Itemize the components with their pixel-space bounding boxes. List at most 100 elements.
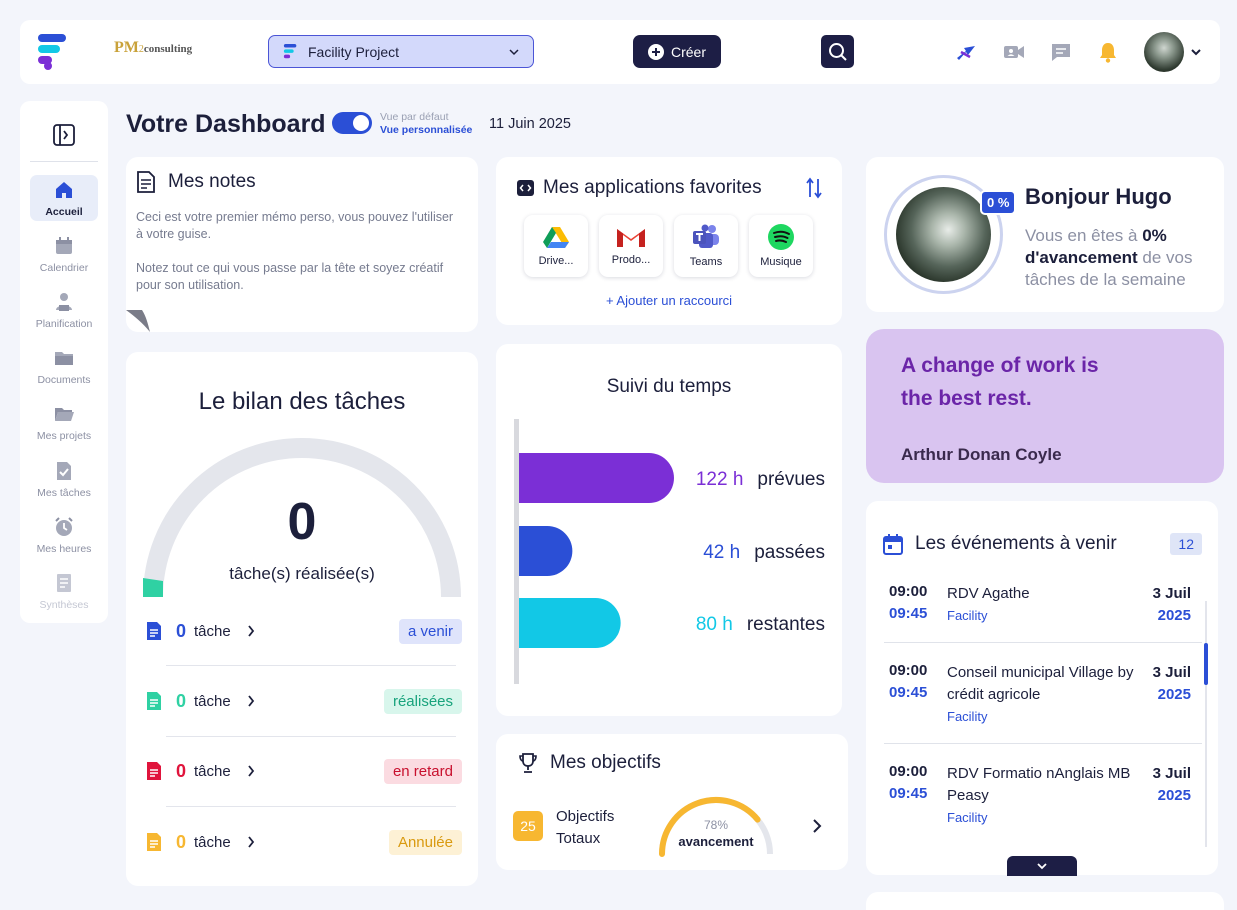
- greeting: Bonjour Hugo: [1025, 184, 1172, 209]
- chevron-down-icon[interactable]: [1190, 47, 1202, 57]
- search-button[interactable]: [821, 35, 854, 68]
- sidebar-item-accueil[interactable]: Accueil: [30, 175, 98, 221]
- quote-card: A change of work is the best rest. Arthu…: [866, 329, 1224, 483]
- upcoming-events-card: Les événements à venir 12 09:00 09:45 RD…: [866, 501, 1218, 876]
- progress-text-part: de vos tâches de la semaine: [1025, 248, 1193, 289]
- app-shortcut-drive[interactable]: Drive...: [524, 215, 588, 277]
- event-tag: Facility: [947, 709, 988, 724]
- profile-avatar: [896, 187, 991, 282]
- view-toggle[interactable]: [332, 112, 372, 134]
- sidebar-item-label: Calendrier: [39, 262, 89, 274]
- time-bar-passées: [519, 526, 573, 576]
- notes-title: Mes notes: [136, 171, 256, 193]
- events-scrollbar-thumb[interactable]: [1204, 643, 1208, 685]
- event-item[interactable]: 09:00 09:45 RDV Agathe Facility 3 Juil 20…: [889, 583, 1191, 633]
- task-summary-card: Le bilan des tâches 0 tâche(s) réalisée(…: [126, 352, 478, 886]
- calendar-icon: [883, 534, 903, 555]
- add-shortcut-link[interactable]: + Ajouter un raccourci: [605, 293, 733, 308]
- quote-author: Arthur Donan Coyle: [901, 445, 1062, 464]
- progress-text-bold: 0% d'avancement: [1025, 226, 1167, 267]
- events-expand-button[interactable]: [1007, 856, 1077, 876]
- sidebar-item-label: Synthèses: [39, 599, 89, 611]
- app-shortcut-spotify[interactable]: Musique: [749, 215, 813, 277]
- time-bar-restantes: [519, 598, 621, 648]
- task-row-done[interactable]: 0 tâche réalisées: [146, 683, 462, 719]
- objectives-total-badge: 25: [513, 811, 543, 841]
- chart-axis: [514, 419, 519, 684]
- task-count: 0: [176, 690, 187, 711]
- notes-paragraph: Ceci est votre premier mémo perso, vous …: [136, 210, 454, 241]
- gauge-start-cap: [143, 578, 163, 597]
- sidebar-item-mes-heures[interactable]: Mes heures: [30, 512, 98, 558]
- sidebar-item-calendrier[interactable]: Calendrier: [30, 231, 98, 277]
- progress-text: Vous en êtes à 0% d'avancement de vos tâ…: [1025, 225, 1220, 291]
- gmail-icon: [617, 229, 645, 247]
- sidebar-item-label: Planification: [35, 318, 93, 330]
- page-title: Votre Dashboard: [126, 110, 326, 138]
- task-document-icon: [147, 762, 161, 780]
- create-button[interactable]: Créer: [633, 35, 721, 68]
- task-row-late[interactable]: 0 tâche en retard: [146, 753, 462, 789]
- plus-circle-icon: [647, 43, 664, 60]
- objectives-label-line: Totaux: [556, 830, 601, 847]
- notes-title-text: Mes notes: [168, 171, 256, 192]
- user-avatar[interactable]: [1144, 32, 1184, 72]
- app-shortcut-teams[interactable]: Teams: [674, 215, 738, 277]
- sidebar-item-label: Mes projets: [36, 430, 92, 442]
- divider: [166, 736, 456, 737]
- sidebar-item-mes-projets[interactable]: Mes projets: [30, 399, 98, 445]
- task-row-upcoming[interactable]: 0 tâche a venir: [146, 613, 462, 649]
- event-title: RDV Agathe: [947, 585, 1030, 602]
- project-select[interactable]: Facility Project: [268, 35, 534, 68]
- sidebar-item-syntheses[interactable]: Synthèses: [30, 568, 98, 614]
- chevron-right-icon: [248, 695, 254, 707]
- time-bar-category-label: prévues: [757, 469, 825, 490]
- time-tracking-chart: prévues 122 h passées 42 h restantes 80 h: [514, 419, 825, 684]
- trophy-icon: [519, 753, 537, 773]
- gauge-track: [143, 438, 461, 598]
- dashboard-date: 11 Juin 2025: [489, 116, 571, 132]
- tasks-done-label: tâche(s) réalisée(s): [229, 564, 375, 583]
- status-badge: Annulée: [388, 829, 462, 855]
- task-row-cancelled[interactable]: 0 tâche Annulée: [146, 824, 462, 860]
- notes-content[interactable]: Ceci est votre premier mémo perso, vous …: [136, 209, 456, 294]
- sidebar-item-mes-taches[interactable]: Mes tâches: [30, 456, 98, 502]
- events-scrollbar[interactable]: [1205, 601, 1207, 847]
- time-bar-prévues: [519, 453, 674, 503]
- profile-card: 0 % Bonjour Hugo Vous en êtes à 0% d'ava…: [866, 157, 1224, 312]
- task-word: tâche: [194, 622, 231, 640]
- chat-icon[interactable]: [1049, 40, 1073, 64]
- event-end-time: 09:45: [889, 605, 928, 622]
- view-default-label[interactable]: Vue par défaut: [380, 111, 449, 123]
- notes-card: Mes notes Ceci est votre premier mémo pe…: [126, 157, 478, 332]
- events-title: Les événements à venir: [883, 533, 1117, 555]
- task-count: 0: [176, 620, 187, 641]
- adjust-icon[interactable]: [804, 177, 824, 199]
- sidebar-item-documents[interactable]: Documents: [30, 343, 98, 389]
- chevron-right-icon[interactable]: [812, 818, 822, 834]
- event-item[interactable]: 09:00 09:45 RDV Formatio nAnglais MB Pea…: [889, 763, 1191, 835]
- objectives-title: Mes objectifs: [518, 752, 661, 774]
- objectives-advancement-label: avancement: [678, 834, 754, 849]
- project-select-value: Facility Project: [308, 43, 400, 60]
- video-icon[interactable]: [1002, 40, 1026, 64]
- app-shortcut-gmail[interactable]: Prodo...: [599, 215, 663, 277]
- quote-text: A change of work is the best rest.: [901, 354, 1099, 410]
- event-tag: Facility: [947, 608, 988, 623]
- events-count-badge: 12: [1170, 533, 1202, 555]
- chevron-right-icon: [248, 765, 254, 777]
- chevron-right-icon: [248, 836, 254, 848]
- ai-icon[interactable]: [954, 40, 978, 64]
- task-count: 0: [176, 760, 187, 781]
- view-custom-label[interactable]: Vue personnalisée: [380, 124, 473, 136]
- event-year: 2025: [1157, 607, 1191, 624]
- bell-icon[interactable]: [1096, 40, 1120, 64]
- event-item[interactable]: 09:00 09:45 Conseil municipal Village by…: [889, 662, 1191, 734]
- apps-title: Mes applications favorites: [516, 177, 762, 199]
- app-logo-icon[interactable]: [36, 32, 72, 72]
- sidebar-collapse-icon[interactable]: [52, 123, 76, 147]
- task-word: tâche: [194, 762, 231, 780]
- sidebar-item-planification[interactable]: Planification: [30, 287, 98, 333]
- time-bar-category-label: passées: [754, 542, 825, 563]
- event-day: 3 Juil: [1152, 585, 1191, 602]
